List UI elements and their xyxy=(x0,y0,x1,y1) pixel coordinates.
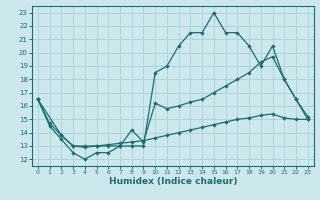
X-axis label: Humidex (Indice chaleur): Humidex (Indice chaleur) xyxy=(108,177,237,186)
